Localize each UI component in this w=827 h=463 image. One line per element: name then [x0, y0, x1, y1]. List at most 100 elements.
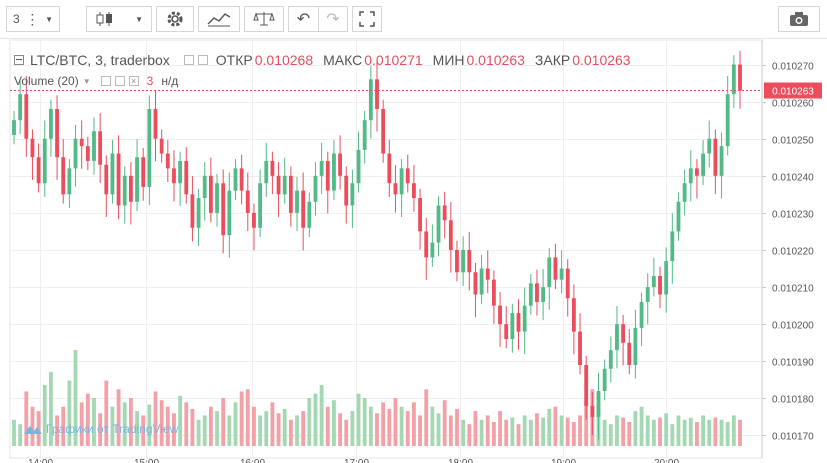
visibility-icon[interactable] [100, 76, 111, 86]
chevron-down-icon: ▼ [45, 14, 53, 24]
volume-bar [208, 406, 213, 446]
candle-body [448, 220, 453, 250]
close-icon[interactable]: × [128, 76, 139, 86]
settings-button[interactable] [156, 6, 194, 32]
volume-bar [547, 408, 552, 446]
x-tick-label: 17:00 [344, 458, 369, 463]
volume-bar [344, 419, 349, 446]
candle-body [295, 190, 299, 213]
volume-bar [36, 411, 41, 446]
visibility-icon[interactable] [183, 55, 194, 65]
candle-body [688, 168, 693, 184]
candle-body [633, 327, 638, 366]
volume-bar [719, 419, 724, 446]
volume-bar [498, 411, 502, 446]
volume-bar [559, 415, 564, 446]
settings-small-icon[interactable] [114, 76, 125, 86]
y-tick-label: 0.010180 [772, 395, 814, 406]
candle-body [553, 257, 558, 280]
candle-body [49, 109, 53, 139]
volume-bar [725, 422, 730, 446]
volume-bar [436, 413, 441, 446]
candle-body [288, 175, 293, 213]
scales-icon [253, 12, 275, 26]
candle-body [239, 168, 244, 191]
candle-body [42, 138, 47, 184]
chevron-down-icon: ▼ [135, 14, 143, 24]
candle-body [98, 131, 103, 165]
candle-body [159, 138, 164, 154]
volume-bar [122, 402, 127, 446]
candle-body [153, 109, 158, 139]
candle-body [467, 250, 472, 273]
volume-bar [276, 413, 281, 446]
volume-bar [627, 422, 632, 446]
volume-bar [368, 406, 373, 446]
volume-bar [387, 408, 392, 446]
volume-bar [664, 413, 669, 446]
volume-bar [651, 419, 656, 446]
volume-bar [713, 417, 718, 446]
volume-bar [190, 408, 195, 446]
candle-body [344, 175, 349, 206]
y-tick-label: 0.010170 [772, 432, 814, 443]
volume-bar [381, 402, 386, 446]
fullscreen-button[interactable] [352, 6, 382, 32]
candle-body [325, 160, 330, 191]
indicators-button[interactable] [198, 6, 240, 32]
candle-body [731, 64, 736, 95]
candle-body [399, 168, 404, 195]
y-tick-label: 0.010240 [772, 173, 814, 184]
candle-body [282, 175, 287, 195]
candle-body [510, 313, 515, 340]
candle-body [258, 183, 263, 228]
candle-body [55, 109, 59, 158]
candle-body [535, 283, 539, 302]
candle-body [670, 231, 675, 262]
candle-body [664, 261, 669, 295]
volume-bar [528, 419, 533, 446]
candle-body [658, 275, 662, 295]
candle-body [713, 138, 718, 176]
chevron-down-icon[interactable]: ▼ [82, 76, 91, 86]
undo-button[interactable]: ↶ [288, 6, 318, 32]
volume-bar [701, 415, 705, 446]
volume-bar [621, 417, 626, 446]
candle-body [645, 287, 650, 302]
volume-bar [147, 404, 152, 446]
volume-bar [61, 406, 66, 446]
settings-small-icon[interactable] [197, 55, 208, 65]
candle-body [190, 194, 195, 228]
chart-type-button[interactable]: ▼ [86, 6, 152, 32]
volume-bar [270, 402, 275, 446]
candle-body [356, 149, 361, 184]
watermark[interactable]: Графики от TradingView [24, 422, 178, 436]
volume-bar [288, 419, 293, 446]
candle-body [596, 390, 601, 417]
interval-button[interactable]: 3 ⋮ ▼ [6, 6, 60, 32]
chart-legend: LTC/BTC, 3, traderbox ОТКР 0.010268 МАКС… [14, 52, 641, 68]
candle-body [725, 94, 730, 147]
volume-bar [479, 419, 484, 446]
compare-button[interactable] [244, 6, 284, 32]
redo-button[interactable]: ↷ [318, 6, 348, 32]
volume-bar [55, 415, 59, 446]
volume-bar [658, 417, 662, 446]
candle-body [362, 120, 367, 150]
volume-bar [338, 413, 342, 446]
x-tick-label: 16:00 [240, 458, 265, 463]
volume-bar [467, 424, 472, 446]
snapshot-button[interactable] [778, 6, 820, 32]
candle-body [221, 183, 226, 236]
volume-bar [491, 422, 496, 446]
volume-bar [645, 415, 650, 446]
high-value: 0.010271 [364, 52, 423, 68]
volume-bar [418, 415, 422, 446]
candle-body [116, 153, 121, 206]
volume-bar [676, 415, 681, 446]
x-tick-label: 19:00 [551, 458, 576, 463]
candle-body [381, 109, 386, 154]
collapse-icon[interactable] [14, 55, 24, 65]
volume-bar [615, 415, 619, 446]
